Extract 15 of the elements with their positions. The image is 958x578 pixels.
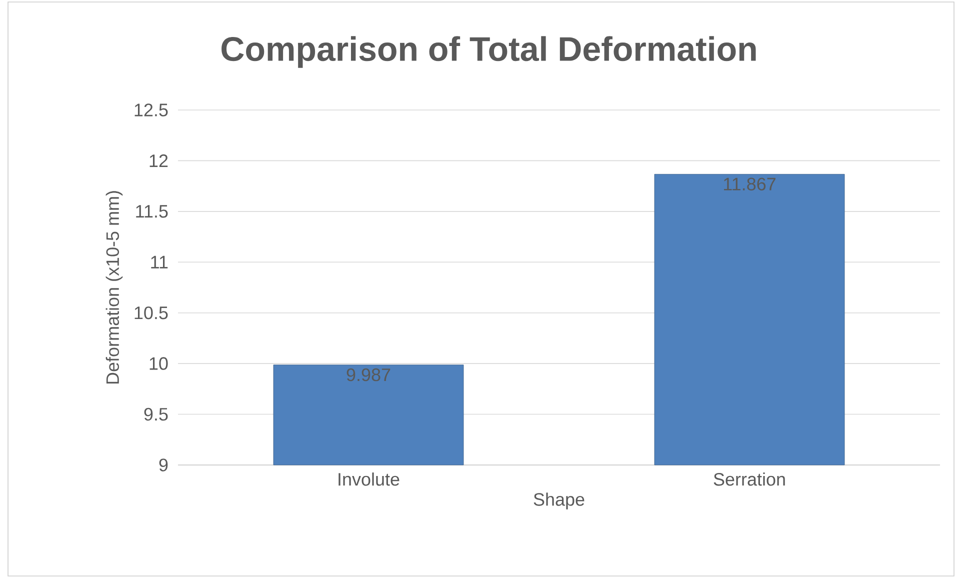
y-tick-label: 12 [150,154,168,167]
y-tick-label: 11 [151,256,168,268]
data-label: 11.867 [724,178,776,190]
y-tick-label: 10.5 [134,306,168,320]
chart-title: Comparison of Total Deformation [222,36,756,68]
x-tick-label: Involute [338,472,400,486]
y-tick-label: 9 [159,458,168,472]
x-tick-label: Serration [714,472,785,486]
y-tick-label: 9.5 [144,408,168,421]
y-tick-label: 11.5 [136,205,168,218]
y-axis-title: Deformation (x10-5 mm) [106,191,123,384]
y-tick-label: 10 [150,357,168,370]
x-axis-title: Shape [534,492,584,510]
y-tick-label: 12.5 [134,104,168,116]
data-label: 9.987 [346,368,390,382]
